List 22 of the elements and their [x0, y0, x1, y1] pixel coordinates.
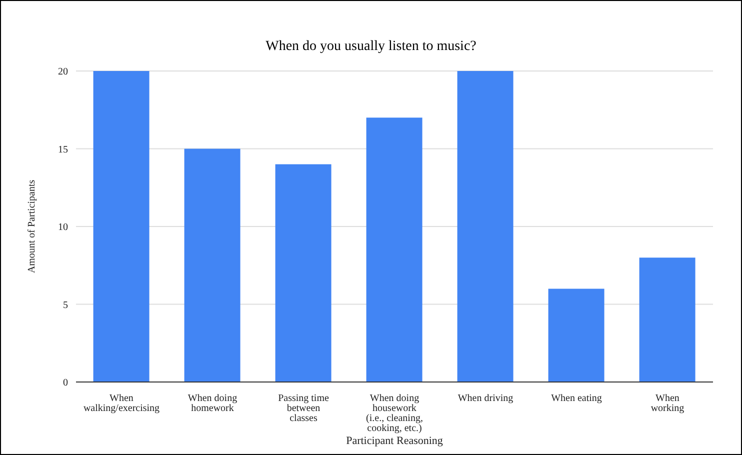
y-tick-label: 0 — [63, 378, 68, 389]
x-tick-label: When doing homework — [188, 393, 238, 414]
y-tick-label: 20 — [58, 66, 68, 78]
x-tick-label: When working — [650, 393, 684, 414]
bar — [548, 288, 604, 382]
y-axis-title: Amount of Participants — [26, 180, 38, 274]
bar — [457, 71, 514, 382]
bar — [93, 71, 150, 382]
x-axis-title: Participant Reasoning — [346, 435, 444, 447]
bar — [366, 118, 422, 382]
y-tick-label: 10 — [58, 222, 68, 234]
bar — [184, 148, 240, 382]
bar — [275, 164, 332, 382]
x-tick-label: When driving — [458, 393, 514, 404]
x-tick-label: When walking/exercising — [83, 393, 160, 414]
y-tick-label: 15 — [58, 144, 68, 156]
chart-title: When do you usually listen to music? — [264, 39, 478, 55]
x-tick-label: When eating — [551, 393, 602, 404]
x-tick-label: Passing time between classes — [278, 393, 330, 424]
bar — [639, 258, 696, 382]
y-tick-label: 5 — [63, 300, 68, 311]
x-tick-label: When doing housework (i.e., cleaning, cooking, etc.) — [366, 393, 423, 434]
